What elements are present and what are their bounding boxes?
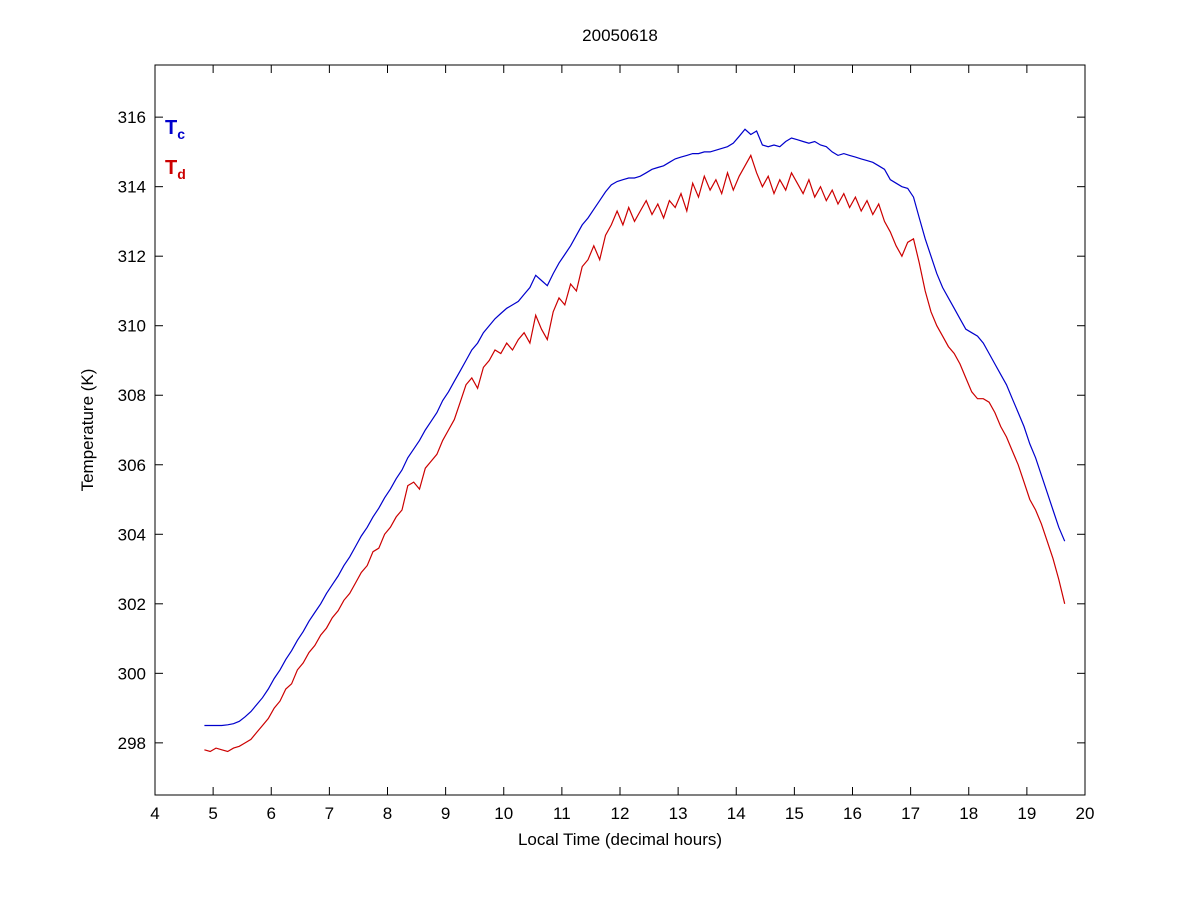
axes-box bbox=[154, 64, 1086, 796]
x-tick-label: 20 bbox=[1076, 804, 1095, 823]
series-line-Tc bbox=[204, 128, 1066, 727]
x-tick-label: 12 bbox=[611, 804, 630, 823]
x-axis-label: Local Time (decimal hours) bbox=[517, 830, 723, 849]
x-tick-label: 4 bbox=[150, 804, 159, 823]
x-tick-label: 8 bbox=[383, 804, 392, 823]
legend-Tc: Tc bbox=[165, 118, 185, 141]
chart-title: 20050618 bbox=[582, 26, 658, 45]
x-tick-label: 11 bbox=[553, 804, 571, 823]
y-tick-label: 316 bbox=[118, 108, 146, 127]
y-tick-label: 308 bbox=[118, 386, 146, 405]
x-tick-label: 6 bbox=[267, 804, 276, 823]
y-tick-label: 310 bbox=[118, 317, 146, 336]
x-tick-label: 5 bbox=[208, 804, 217, 823]
x-tick-label: 10 bbox=[494, 804, 513, 823]
y-tick-label: 300 bbox=[118, 664, 146, 683]
y-tick-label: 314 bbox=[118, 178, 146, 197]
x-tick-label: 19 bbox=[1017, 804, 1036, 823]
legend-Td: Td bbox=[165, 158, 186, 181]
legend-Td-sub: d bbox=[177, 166, 186, 182]
legend-Td-main: T bbox=[165, 157, 178, 179]
y-tick-label: 312 bbox=[118, 247, 146, 266]
legend-Tc-main: T bbox=[165, 117, 178, 139]
series-line-Td bbox=[204, 153, 1066, 753]
legend-Tc-sub: c bbox=[177, 126, 186, 142]
x-tick-label: 13 bbox=[669, 804, 688, 823]
x-tick-label: 16 bbox=[843, 804, 862, 823]
x-tick-label: 14 bbox=[727, 804, 746, 823]
y-tick-label: 306 bbox=[118, 456, 146, 475]
y-tick-label: 298 bbox=[118, 734, 146, 753]
x-tick-label: 15 bbox=[785, 804, 804, 823]
y-tick-label: 302 bbox=[118, 595, 146, 614]
x-tick-label: 7 bbox=[325, 804, 334, 823]
x-tick-label: 17 bbox=[901, 804, 920, 823]
y-tick-label: 304 bbox=[118, 525, 146, 544]
x-tick-label: 18 bbox=[959, 804, 978, 823]
x-tick-label: 9 bbox=[441, 804, 450, 823]
